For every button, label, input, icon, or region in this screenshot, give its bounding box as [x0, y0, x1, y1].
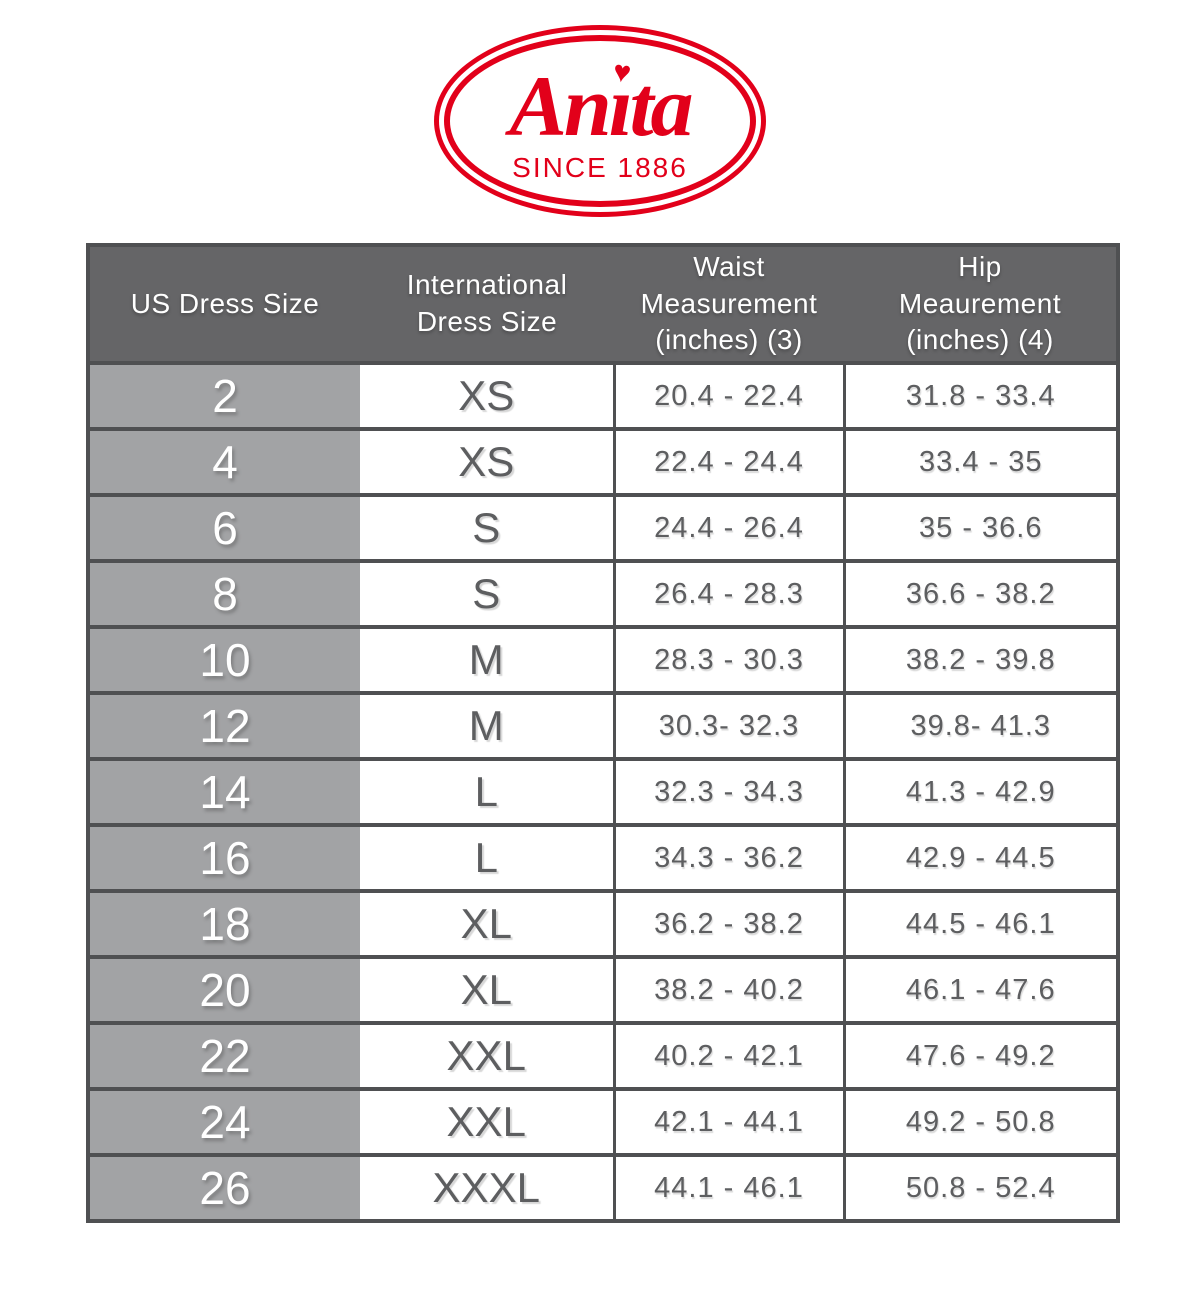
size-chart-table: US Dress Size International Dress Size W…	[86, 243, 1120, 1223]
table-row: 20 XL 38.2 - 40.2 46.1 - 47.6	[88, 955, 1118, 1023]
header-us-dress-size: US Dress Size	[88, 245, 360, 363]
waist-cell: 22.4 - 24.4	[614, 427, 846, 495]
waist-cell: 26.4 - 28.3	[614, 559, 846, 627]
intl-size-cell: L	[360, 823, 616, 891]
hip-cell: 47.6 - 49.2	[844, 1021, 1118, 1089]
hip-cell: 46.1 - 47.6	[844, 955, 1118, 1023]
hip-cell: 42.9 - 44.5	[844, 823, 1118, 891]
hip-cell: 31.8 - 33.4	[844, 361, 1118, 429]
intl-size-cell: L	[360, 757, 616, 825]
hip-cell: 50.8 - 52.4	[844, 1153, 1118, 1221]
hip-cell: 35 - 36.6	[844, 493, 1118, 561]
waist-cell: 34.3 - 36.2	[614, 823, 846, 891]
intl-size-cell: XS	[360, 361, 616, 429]
intl-size-cell: XXL	[360, 1087, 616, 1155]
intl-size-cell: XXL	[360, 1021, 616, 1089]
table-row: 4 XS 22.4 - 24.4 33.4 - 35	[88, 427, 1118, 495]
table-row: 22 XXL 40.2 - 42.1 47.6 - 49.2	[88, 1021, 1118, 1089]
header-waist-measurement: Waist Measurement (inches) (3)	[614, 245, 844, 363]
table-row: 12 M 30.3- 32.3 39.8- 41.3	[88, 691, 1118, 759]
table-row: 8 S 26.4 - 28.3 36.6 - 38.2	[88, 559, 1118, 627]
intl-size-cell: M	[360, 625, 616, 693]
waist-cell: 42.1 - 44.1	[614, 1087, 846, 1155]
us-size-cell: 20	[88, 955, 360, 1023]
brand-wordmark: Anı ♥ ta	[509, 55, 693, 154]
hip-cell: 38.2 - 39.8	[844, 625, 1118, 693]
intl-size-cell: S	[360, 493, 616, 561]
us-size-cell: 14	[88, 757, 360, 825]
heart-icon: ♥	[610, 55, 633, 91]
us-size-cell: 2	[88, 361, 360, 429]
waist-cell: 40.2 - 42.1	[614, 1021, 846, 1089]
waist-cell: 24.4 - 26.4	[614, 493, 846, 561]
intl-size-cell: XS	[360, 427, 616, 495]
hip-cell: 39.8- 41.3	[844, 691, 1118, 759]
intl-size-cell: S	[360, 559, 616, 627]
hip-cell: 33.4 - 35	[844, 427, 1118, 495]
us-size-cell: 8	[88, 559, 360, 627]
anita-logo: Anı ♥ ta SINCE 1886	[0, 0, 1200, 217]
us-size-cell: 22	[88, 1021, 360, 1089]
table-row: 14 L 32.3 - 34.3 41.3 - 42.9	[88, 757, 1118, 825]
header-hip-measurement: Hip Meaurement (inches) (4)	[844, 245, 1118, 363]
header-international-dress-size: International Dress Size	[360, 245, 614, 363]
us-size-cell: 26	[88, 1153, 360, 1221]
intl-size-cell: XL	[360, 889, 616, 957]
us-size-cell: 6	[88, 493, 360, 561]
hip-cell: 49.2 - 50.8	[844, 1087, 1118, 1155]
us-size-cell: 10	[88, 625, 360, 693]
waist-cell: 38.2 - 40.2	[614, 955, 846, 1023]
table-row: 6 S 24.4 - 26.4 35 - 36.6	[88, 493, 1118, 561]
waist-cell: 30.3- 32.3	[614, 691, 846, 759]
intl-size-cell: XXXL	[360, 1153, 616, 1221]
table-row: 10 M 28.3 - 30.3 38.2 - 39.8	[88, 625, 1118, 693]
logo-oval-outer: Anı ♥ ta SINCE 1886	[434, 25, 766, 217]
us-size-cell: 18	[88, 889, 360, 957]
us-size-cell: 4	[88, 427, 360, 495]
us-size-cell: 12	[88, 691, 360, 759]
size-chart-page: Anı ♥ ta SINCE 1886 US Dress Size Internat…	[0, 0, 1200, 1223]
waist-cell: 44.1 - 46.1	[614, 1153, 846, 1221]
table-row: 16 L 34.3 - 36.2 42.9 - 44.5	[88, 823, 1118, 891]
table-header: US Dress Size International Dress Size W…	[88, 245, 1118, 363]
waist-cell: 32.3 - 34.3	[614, 757, 846, 825]
waist-cell: 36.2 - 38.2	[614, 889, 846, 957]
hip-cell: 36.6 - 38.2	[844, 559, 1118, 627]
table-row: 24 XXL 42.1 - 44.1 49.2 - 50.8	[88, 1087, 1118, 1155]
logo-oval-inner: Anı ♥ ta SINCE 1886	[444, 35, 756, 207]
us-size-cell: 16	[88, 823, 360, 891]
intl-size-cell: XL	[360, 955, 616, 1023]
us-size-cell: 24	[88, 1087, 360, 1155]
size-table-body: 2 XS 20.4 - 22.4 31.8 - 33.4 4 XS 22.4 - 24.4 3…	[88, 361, 1118, 1221]
table-row: 2 XS 20.4 - 22.4 31.8 - 33.4	[88, 361, 1118, 429]
intl-size-cell: M	[360, 691, 616, 759]
brand-tagline: SINCE 1886	[512, 151, 688, 183]
waist-cell: 28.3 - 30.3	[614, 625, 846, 693]
header-row: US Dress Size International Dress Size W…	[88, 245, 1118, 363]
table-row: 26 XXXL 44.1 - 46.1 50.8 - 52.4	[88, 1153, 1118, 1221]
table-row: 18 XL 36.2 - 38.2 44.5 - 46.1	[88, 889, 1118, 957]
waist-cell: 20.4 - 22.4	[614, 361, 846, 429]
hip-cell: 44.5 - 46.1	[844, 889, 1118, 957]
hip-cell: 41.3 - 42.9	[844, 757, 1118, 825]
